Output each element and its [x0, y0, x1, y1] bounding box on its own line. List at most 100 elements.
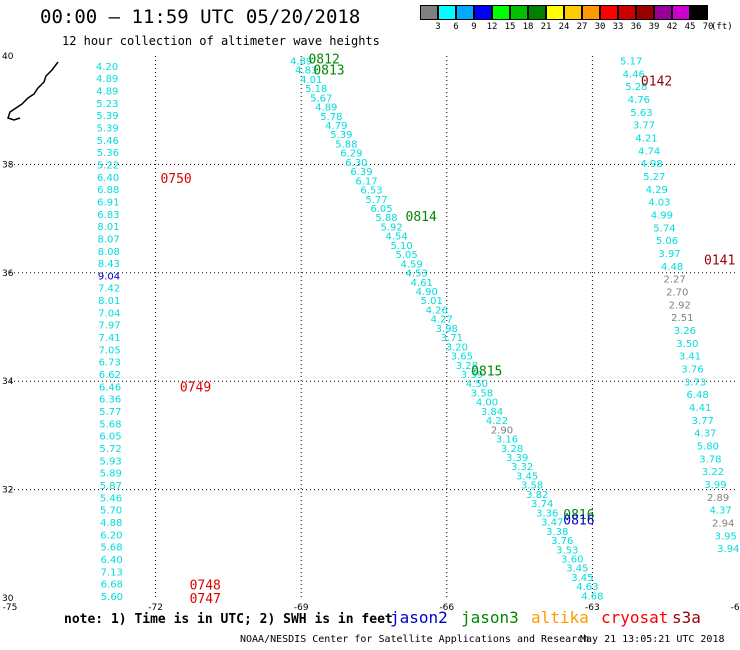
track-value-label: 3.99	[704, 480, 726, 491]
colorbar-label: 21	[540, 22, 552, 32]
track-value-label: 4.00	[476, 398, 498, 409]
track-value-label: 3.74	[531, 499, 553, 510]
track-value-label: 4.59	[401, 259, 423, 270]
legend-altika: altika	[531, 608, 589, 627]
track-value-label: 4.37	[694, 429, 716, 440]
track-value-label: 3.94	[717, 544, 739, 555]
track-value-label: 5.01	[421, 296, 443, 307]
track-value-label: 5.05	[396, 250, 418, 261]
pass-time-label: 0816	[563, 508, 594, 523]
track-value-label: 4.29	[646, 185, 668, 196]
colorbar-swatch	[618, 5, 636, 20]
track-value-label: 3.71	[441, 333, 463, 344]
track-value-label: 3.98	[436, 324, 458, 335]
track-value-label: 2.90	[491, 425, 513, 436]
track-value-label: 5.18	[305, 84, 327, 95]
legend-cryosat: cryosat	[601, 608, 669, 627]
track-value-label: 5.39	[96, 111, 118, 122]
colorbar-label: 36	[630, 22, 642, 32]
track-value-label: 5.88	[335, 139, 357, 150]
track-value-label: 6.91	[97, 197, 119, 208]
colorbar-swatch	[510, 5, 528, 20]
track-value-label: 3.60	[561, 554, 583, 565]
track-value-label: 6.68	[101, 580, 123, 591]
track-value-label: 6.88	[97, 185, 119, 196]
colorbar-label: 6	[453, 22, 459, 32]
track-value-label: 7.04	[98, 308, 120, 319]
track-value-label: 2.94	[712, 519, 734, 530]
colorbar-swatch	[546, 5, 564, 20]
track-value-label: 6.29	[340, 149, 362, 160]
track-value-label: 6.20	[100, 530, 122, 541]
track-value-label: 4.26	[426, 305, 448, 316]
track-value-label: 5.74	[653, 223, 675, 234]
track-value-label: 7.13	[101, 567, 123, 578]
track-value-label: 4.48	[661, 262, 683, 273]
track-value-label: 3.65	[451, 352, 473, 363]
track-value-label: 5.23	[96, 99, 118, 110]
track-value-label: 5.78	[320, 112, 342, 123]
track-value-label: 5.39	[330, 130, 352, 141]
track-value-label: 6.05	[370, 204, 392, 215]
x-tick-label: -63	[585, 603, 600, 613]
track-value-label: 6.39	[350, 167, 372, 178]
track-value-label: 6.40	[97, 173, 119, 184]
track-value-label: 6.73	[99, 358, 121, 369]
footer-credit: NOAA/NESDIS Center for Satellite Applica…	[240, 634, 590, 645]
track-value-label: 7.42	[98, 284, 120, 295]
track-value-label: 4.03	[648, 198, 670, 209]
track-value-label: 8.01	[97, 222, 119, 233]
track-value-label: 9.04	[98, 271, 120, 282]
track-value-label: 7.05	[99, 345, 121, 356]
x-tick-label: -66	[439, 603, 454, 613]
colorbar-swatch	[654, 5, 672, 20]
note-text: note: 1) Time is in UTC; 2) SWH is in fe…	[64, 612, 393, 627]
track-value-label: 4.89	[96, 86, 118, 97]
track-value-label: 4.79	[325, 121, 347, 132]
legend-jason2: jason2	[390, 608, 448, 627]
track-value-label: 3.78	[699, 454, 721, 465]
colorbar-swatch	[636, 5, 654, 20]
colorbar-swatch	[564, 5, 582, 20]
track-value-label: 5.46	[100, 493, 122, 504]
track-value-label: 3.45	[516, 471, 538, 482]
x-tick-label: -75	[3, 603, 18, 613]
track-value-label: 3.58	[521, 481, 543, 492]
track-value-label: 4.53	[406, 269, 428, 280]
pass-time-label: 0750	[160, 172, 191, 187]
track-value-label: 2.89	[707, 493, 729, 504]
track-value-label: 5.68	[100, 543, 122, 554]
track-value-label: 4.74	[638, 146, 660, 157]
track-value-label: 3.95	[715, 531, 737, 542]
track-value-label: 3.32	[511, 462, 533, 473]
x-tick-label: -72	[148, 603, 163, 613]
track-value-label: 2.27	[664, 275, 686, 286]
track-value-label: 3.73	[684, 377, 706, 388]
y-tick-label: 32	[2, 486, 13, 496]
page-title: 00:00 – 11:59 UTC 05/20/2018	[40, 6, 361, 28]
colorbar-label: 33	[612, 22, 624, 32]
y-tick-label: 34	[2, 377, 14, 387]
track-value-label: 5.77	[99, 407, 121, 418]
track-value-label: 3.53	[556, 545, 578, 556]
colorbar-label: 30	[594, 22, 606, 32]
track-value-label: 4.50	[466, 379, 488, 390]
track-value-label: 5.80	[697, 442, 719, 453]
track-value-label: 6.46	[99, 382, 121, 393]
colorbar-swatch	[438, 5, 456, 20]
track-value-label: 3.39	[461, 370, 483, 381]
track-value-label: 5.06	[656, 236, 678, 247]
track-value-label: 4.01	[300, 75, 322, 86]
y-tick-label: 38	[2, 160, 14, 170]
track-value-label: 3.77	[692, 416, 714, 427]
x-tick-label: -69	[294, 603, 309, 613]
track-value-label: 5.36	[97, 148, 119, 159]
pass-time-label: 0814	[406, 210, 437, 225]
track-value-label: 4.41	[689, 403, 711, 414]
track-value-label: 4.27	[431, 315, 453, 326]
colorbar-swatch	[690, 5, 708, 20]
track-value-label: 2.70	[666, 287, 688, 298]
track-value-label: 4.20	[96, 62, 118, 73]
track-value-label: 6.83	[97, 210, 119, 221]
